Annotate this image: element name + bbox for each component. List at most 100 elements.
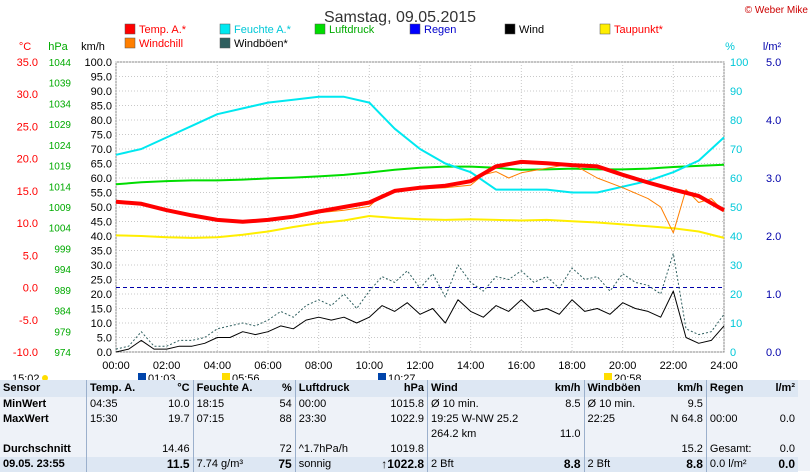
pressure-tick-label: 1014 [49, 182, 72, 193]
legend-swatch [409, 23, 421, 35]
legend-swatch [124, 23, 136, 35]
wind-tick-label: 15.0 [91, 304, 112, 316]
header-cell: hPa [366, 380, 428, 397]
sun-icon [604, 373, 612, 380]
table-cell: 1019.8 [390, 443, 424, 455]
legend-label: Wind [519, 24, 544, 36]
table-cell [544, 442, 584, 457]
table-cell: Ø 10 min. [427, 397, 544, 412]
table-cell: 04:35 [85, 397, 151, 412]
humidity-tick-label: 40 [730, 231, 742, 243]
x-tick-label: 02:00 [153, 360, 181, 372]
copyright-label: © Weber Mike [745, 5, 809, 16]
wind-tick-label: 75.0 [91, 130, 112, 142]
pressure-tick-label: 994 [54, 265, 71, 276]
moon-icon [378, 373, 386, 380]
table-cell: 7.74 g/m³ [192, 457, 271, 472]
wind-tick-label: 20.0 [91, 289, 112, 301]
table-cell [85, 427, 151, 442]
pressure-tick-label: 1024 [49, 141, 72, 152]
table-cell: 22:25 [583, 412, 659, 427]
x-tick-label: 16:00 [508, 360, 536, 372]
legend-swatch [599, 23, 611, 35]
table-cell: 19:25 W-NW 25.2 [427, 412, 544, 427]
chart-title: Samstag, 09.05.2015 [324, 9, 476, 26]
table-cell: 15.2 [681, 443, 703, 455]
table-cell: 75 [270, 457, 296, 472]
wind-tick-label: 70.0 [91, 144, 112, 156]
wind-tick-label: 25.0 [91, 275, 112, 287]
wind-tick-label: 40.0 [91, 231, 112, 243]
rain-tick-label: 3.0 [766, 173, 781, 185]
wind-tick-label: 80.0 [91, 115, 112, 127]
table-cell: 11.5 [150, 457, 194, 472]
plot-area [115, 61, 725, 353]
table-cell: 23:30 [294, 412, 367, 427]
legend-swatch [314, 23, 326, 35]
humidity-tick-label: 90 [730, 86, 742, 98]
rain-axis-unit: l/m² [763, 41, 782, 53]
table-cell [294, 427, 367, 442]
humidity-tick-label: 50 [730, 202, 742, 214]
legend-label: Windchill [139, 38, 183, 50]
header-cell: km/h [544, 380, 584, 397]
table-cell: 1022.9 [390, 413, 424, 425]
row-label: Durchschnitt [3, 443, 71, 455]
pressure-tick-label: 999 [54, 244, 71, 255]
pressure-tick-label: 974 [54, 348, 71, 359]
table-row: MinWert 04:35 10.0 18:15 54 00:00 1015.8 Ø 10 m… [0, 397, 798, 412]
table-cell: Ø 10 min. [583, 397, 659, 412]
table-cell: 1015.8 [390, 398, 424, 410]
pressure-tick-label: 1009 [49, 203, 72, 214]
pressure-axis-unit: hPa [48, 41, 68, 53]
temp-tick-label: 15.0 [17, 186, 38, 198]
table-cell: 00:00 [705, 412, 767, 427]
wind-tick-label: 5.0 [97, 333, 112, 345]
table-cell [366, 427, 427, 442]
series-line-luftdruck [115, 163, 725, 186]
table-cell: sonnig [294, 457, 367, 472]
legend-label: Windböen* [234, 38, 289, 50]
legend-label: Regen [424, 24, 456, 36]
header-cell: Regen [705, 380, 767, 397]
humidity-tick-label: 100 [730, 57, 748, 69]
table-cell: 00:00 [294, 397, 367, 412]
table-cell [766, 397, 798, 412]
table-cell: 15:30 [85, 412, 151, 427]
table-cell: 0.0 [779, 413, 795, 425]
table-cell: Gesamt: [705, 442, 767, 457]
temp-tick-label: -10.0 [13, 347, 38, 359]
x-tick-label: 14:00 [457, 360, 485, 372]
temp-tick-label: 30.0 [17, 89, 38, 101]
pressure-tick-label: 1004 [49, 224, 72, 235]
event-label: 10:27 [388, 373, 416, 380]
table-row: 264.2 km 11.0 [0, 427, 798, 442]
x-tick-label: 18:00 [558, 360, 586, 372]
pressure-tick-label: 1029 [49, 120, 72, 131]
table-cell: 264.2 km [427, 427, 544, 442]
table-cell: 2 Bft [583, 457, 659, 472]
rain-tick-label: 2.0 [766, 231, 781, 243]
pressure-tick-label: 1039 [49, 79, 72, 90]
pressure-tick-label: 1034 [49, 99, 72, 110]
humidity-tick-label: 80 [730, 115, 742, 127]
table-cell [151, 427, 193, 442]
humidity-tick-label: 20 [730, 289, 742, 301]
table-cell [583, 427, 659, 442]
table-cell: ^1.7hPa/h [294, 442, 367, 457]
statistics-panel: Sensor Temp. A. °C Feuchte A. % Luftdruc… [0, 380, 810, 472]
x-tick-label: 22:00 [660, 360, 688, 372]
humidity-tick-label: 30 [730, 260, 742, 272]
table-cell [766, 427, 798, 442]
series-line-feuchte-a [115, 95, 725, 194]
series-line-temp-a [115, 159, 725, 224]
wind-tick-label: 35.0 [91, 246, 112, 258]
table-row: Durchschnitt 14.46 72 ^1.7hPa/h 1019.8 15.2 Ge… [0, 442, 798, 457]
rain-tick-label: 0.0 [766, 347, 781, 359]
pressure-tick-label: 984 [54, 307, 71, 318]
moon-icon [138, 373, 146, 380]
row-label: 09.05. 23:55 [0, 457, 87, 472]
temp-tick-label: 35.0 [17, 57, 38, 69]
chart-legend: Temp. A.* Feuchte A.* Luftdruck Regen Wind Ta… [124, 23, 664, 50]
header-cell: °C [150, 380, 194, 397]
